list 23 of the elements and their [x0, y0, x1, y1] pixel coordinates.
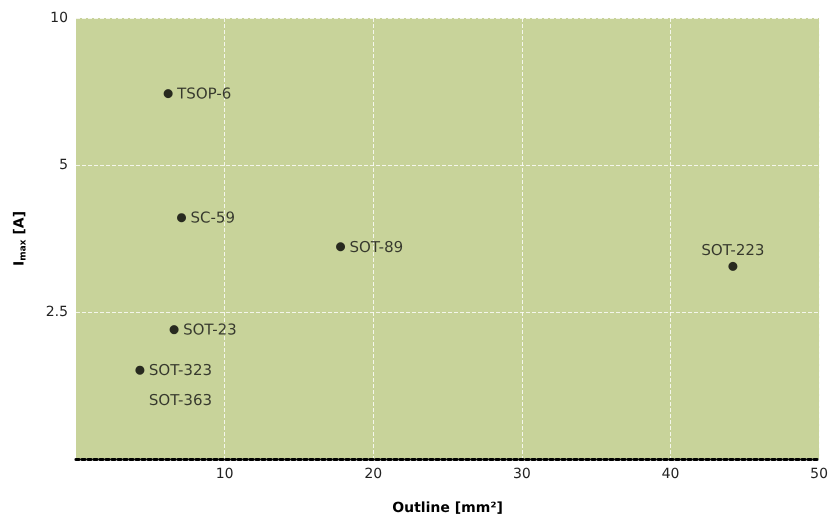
x-tick-label: 10	[216, 466, 234, 482]
y-tick-label: 2.5	[46, 304, 68, 320]
annotation: SOT-223	[701, 240, 764, 259]
point	[728, 262, 738, 271]
y-tick-label: 10	[50, 10, 68, 26]
annotation: SOT-323	[148, 361, 212, 380]
point	[177, 213, 186, 222]
x-axis-title: Outline [mm²]	[392, 500, 503, 516]
y-axis-title: Imax [A]	[12, 211, 28, 266]
point	[336, 242, 346, 252]
y-tick-label: 5	[59, 157, 68, 173]
annotation: TSOP-6	[176, 84, 232, 103]
x-tick-label: 40	[662, 466, 680, 482]
annotation: SOT-23	[183, 320, 237, 339]
x-tick-label: 50	[810, 466, 828, 482]
annotation: SC-59	[190, 208, 236, 227]
point	[164, 89, 173, 98]
annotation: SOT-89	[350, 238, 404, 256]
point	[170, 325, 179, 334]
x-tick-label: 30	[512, 466, 531, 482]
annotation: SOT-363	[148, 391, 212, 410]
point	[135, 366, 144, 375]
x-tick-label: 20	[364, 466, 382, 482]
